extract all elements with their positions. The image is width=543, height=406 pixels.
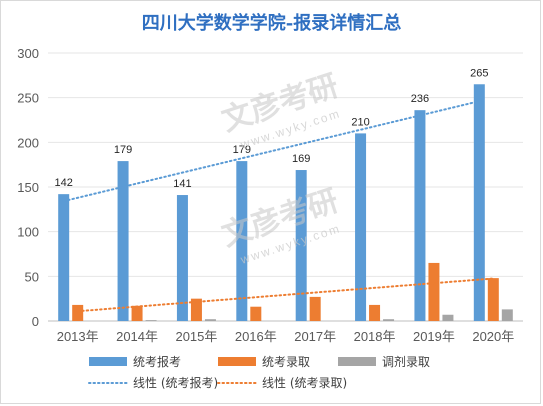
y-tick-label: 150 [17,180,39,195]
legend-swatch-1 [89,357,127,366]
bar-1 [355,133,367,321]
y-tick-label: 0 [32,314,39,329]
bar-1 [295,170,307,321]
legend-trend-label-1: 线性 (统考报考) [133,375,218,390]
legend-label-2: 统考录取 [262,355,310,369]
y-tick-label: 100 [17,225,39,240]
bar-2 [131,305,143,321]
data-label: 142 [55,177,73,189]
legend-swatch-2 [218,357,256,366]
bar-2 [190,298,202,321]
x-tick-label: 2015年 [175,329,217,344]
bar-3 [204,319,216,321]
data-label: 141 [173,178,191,190]
x-tick-label: 2016年 [235,329,277,344]
data-label: 265 [470,67,488,79]
bar-1 [176,195,188,321]
x-tick-label: 2019年 [413,329,455,344]
y-tick-label: 50 [25,269,39,284]
bar-2 [309,296,321,321]
x-tick-label: 2020年 [472,329,514,344]
y-tick-label: 250 [17,91,39,106]
x-tick-label: 2018年 [354,329,396,344]
legend-label-1: 统考报考 [133,354,181,369]
legend-label-3: 调剂录取 [382,354,430,369]
bar-2 [487,278,499,321]
bar-2 [369,304,381,321]
data-label: 179 [114,144,132,156]
bar-3 [145,320,157,321]
bar-2 [428,262,440,321]
bar-1 [58,194,70,321]
data-label: 169 [292,153,310,165]
data-label: 236 [411,93,429,105]
trendline-1 [62,100,481,203]
bar-1 [236,161,248,321]
x-tick-label: 2013年 [57,329,99,344]
y-tick-label: 300 [17,46,39,61]
bar-2 [72,304,84,321]
bar-3 [383,319,395,321]
bar-3 [501,309,513,321]
data-label: 179 [233,144,251,156]
legend-swatch-3 [338,357,376,366]
x-tick-label: 2014年 [116,329,158,344]
bar-2 [250,306,262,321]
bar-1 [117,161,129,321]
data-label: 210 [351,116,369,128]
bar-1 [414,110,426,321]
trendline-2 [76,277,495,313]
bar-3 [442,314,454,321]
legend-trend-label-2: 线性 (统考录取) [262,376,347,390]
chart-title: 四川大学数学学院-报录详情汇总 [141,13,402,34]
bar-1 [473,84,485,322]
y-tick-label: 200 [17,135,39,150]
x-tick-label: 2017年 [294,329,336,344]
